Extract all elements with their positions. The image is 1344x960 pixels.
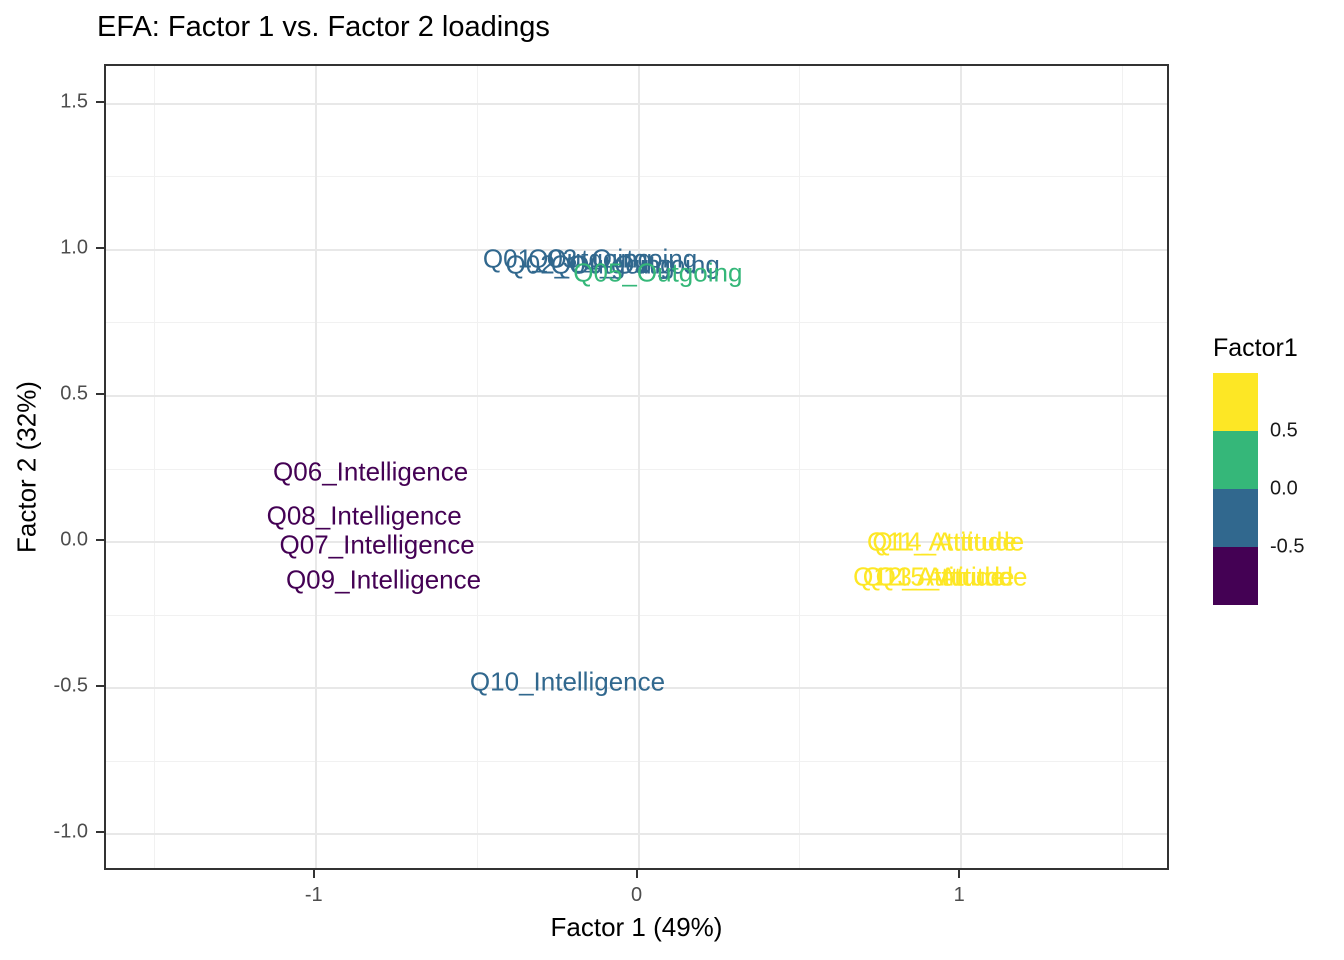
gridline-major-vertical [637,66,640,868]
y-tick-mark [96,392,104,395]
gridline-minor-vertical [153,66,155,868]
y-tick-label: 1.5 [60,90,88,113]
gridline-minor-horizontal [106,176,1167,178]
gridline-minor-horizontal [106,760,1167,762]
y-tick-label: -0.5 [53,674,88,697]
gridline-major-horizontal [106,541,1167,543]
gridline-minor-vertical [1122,66,1124,868]
gridline-major-vertical [960,66,963,868]
plot-area: Q01_Outgoing Q02_Outgoing Q03_Outgoing Q04_… [106,66,1167,868]
y-tick-mark [96,685,104,688]
gridline-minor-horizontal [106,322,1167,324]
point-label: Q01_Outgoing [482,243,653,274]
legend: Factor1 0.5 0.0 -0.5 [1213,334,1344,624]
point-label: Q06_Intelligence [273,456,469,487]
y-tick-label: 0.5 [60,382,88,405]
x-axis-title: Factor 1 (49%) [550,912,723,942]
legend-boundary-label: 0.0 [1270,477,1298,500]
point-label: Q07_Intelligence [279,529,475,560]
gridline-major-horizontal [106,102,1167,105]
gridline-minor-vertical [799,66,801,868]
legend-boundary-label: 0.5 [1270,419,1298,442]
plot-title: EFA: Factor 1 vs. Factor 2 loadings [97,11,550,43]
x-tick-mark [635,870,638,878]
x-tick-label: 0 [630,884,643,906]
gridline-major-horizontal [106,833,1167,836]
point-label: Q10_Intelligence [469,666,666,697]
plot-panel: Q01_Outgoing Q02_Outgoing Q03_Outgoing Q04_… [104,64,1169,870]
gridline-minor-horizontal [106,468,1167,470]
legend-colorbar [1213,373,1258,605]
point-label: Q12_Attitude [853,561,1005,592]
legend-color-block [1213,489,1258,547]
point-label: Q04_Outgoing [550,249,720,280]
x-tick-label: 1 [953,884,965,906]
point-label: Q09_Intelligence [285,564,482,595]
y-tick-label: -1.0 [53,820,88,843]
point-label: Q08_Intelligence [266,500,462,531]
y-tick-label: 1.0 [60,236,88,259]
gridline-major-vertical [314,66,317,868]
y-tick-label: 0.0 [60,528,88,551]
gridline-minor-vertical [476,66,478,868]
point-label: Q02_Outgoing [505,249,675,280]
y-tick-mark [96,100,104,103]
x-tick-label: -1 [304,884,323,906]
gridline-minor-horizontal [106,614,1167,616]
point-label: Q13_Attitude [862,561,1015,592]
gridline-major-horizontal [106,248,1167,251]
gridline-major-horizontal [106,687,1167,690]
legend-title: Factor1 [1213,334,1298,362]
x-tick-mark [958,870,961,878]
legend-color-block [1213,431,1258,489]
point-label: Q05_Outgoing [573,257,743,288]
legend-color-block [1213,373,1258,431]
point-label: Q11_Attitude [866,526,1017,557]
y-tick-mark [96,246,104,249]
y-axis-title: Factor 2 (32%) [11,381,42,553]
y-tick-mark [96,539,104,541]
point-label: Q14_Attitude [872,526,1025,557]
y-tick-mark [96,831,104,834]
x-tick-mark [312,870,315,878]
gridline-major-horizontal [106,394,1167,397]
legend-color-block [1213,547,1258,605]
point-label: Q03_Outgoing [528,243,698,274]
legend-boundary-label: -0.5 [1270,535,1305,558]
point-label: Q15_Attitude [875,561,1028,592]
